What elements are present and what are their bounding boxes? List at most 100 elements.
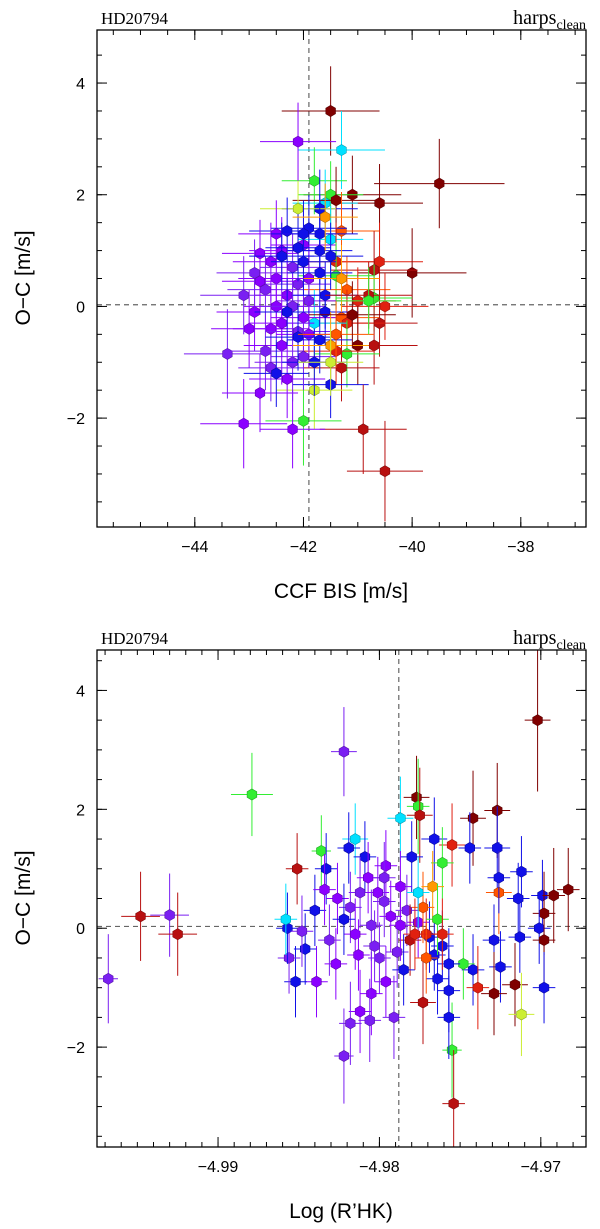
point-marker <box>369 339 380 352</box>
point-marker <box>354 886 366 899</box>
point-marker <box>238 289 249 302</box>
data-point <box>260 102 337 181</box>
data-point <box>372 842 396 914</box>
data-point <box>277 922 301 994</box>
point-marker <box>336 225 347 237</box>
data-point <box>150 873 189 957</box>
data-point <box>458 812 482 884</box>
point-marker <box>249 306 260 318</box>
point-marker <box>260 345 271 358</box>
point-marker <box>244 322 255 335</box>
point-marker <box>379 465 391 478</box>
data-point <box>311 815 332 887</box>
data-point <box>368 922 391 994</box>
point-marker <box>309 174 320 187</box>
data-point <box>426 883 449 955</box>
point-marker <box>287 261 298 274</box>
point-marker <box>320 211 331 224</box>
point-marker <box>446 839 458 851</box>
point-marker <box>292 135 304 148</box>
point-marker <box>488 987 500 1000</box>
point-marker <box>374 197 385 210</box>
point-marker <box>437 856 448 869</box>
data-point <box>308 281 396 349</box>
data-point <box>431 898 454 970</box>
data-point <box>437 928 461 1000</box>
point-marker <box>254 387 266 399</box>
data-point <box>336 222 423 301</box>
point-marker <box>374 951 385 964</box>
point-marker <box>495 960 506 973</box>
star-label: HD20794 <box>101 9 169 28</box>
point-marker <box>513 892 524 905</box>
x-tick-label: −4.98 <box>359 1159 400 1176</box>
point-marker <box>414 809 425 822</box>
point-marker <box>372 886 383 899</box>
point-marker <box>276 250 287 263</box>
data-point <box>524 650 551 792</box>
point-marker <box>246 788 258 801</box>
point-marker <box>363 294 374 307</box>
point-marker <box>538 981 550 994</box>
point-marker <box>514 931 525 944</box>
data-point <box>221 353 299 433</box>
data-point <box>319 384 407 474</box>
data-point <box>414 922 438 994</box>
point-marker <box>467 963 479 976</box>
data-point <box>356 842 380 914</box>
instrument-label: harpsclean <box>513 7 586 33</box>
point-marker <box>401 904 412 917</box>
point-marker <box>330 328 342 341</box>
point-marker <box>350 928 361 941</box>
data-point <box>216 239 293 307</box>
data-point <box>489 931 512 1003</box>
data-point <box>556 847 580 932</box>
point-marker <box>421 951 432 964</box>
data-point <box>358 978 382 1062</box>
point-marker <box>103 972 114 985</box>
data-point <box>331 707 357 797</box>
point-marker <box>336 361 347 374</box>
data-point <box>400 821 423 893</box>
data-point <box>481 952 507 1036</box>
data-point <box>200 256 288 335</box>
data-point <box>382 975 406 1060</box>
data-point <box>305 946 328 1018</box>
data-point <box>260 390 326 469</box>
point-marker <box>276 317 287 330</box>
data-point <box>292 183 358 251</box>
x-axis-title: CCF BIS [m/s] <box>274 580 408 603</box>
data-point <box>298 300 375 368</box>
point-marker <box>292 241 304 254</box>
data-point <box>466 946 490 1030</box>
y-tick-label: 2 <box>76 188 85 205</box>
x-axis-title: Log (R’HK) <box>289 1200 393 1223</box>
data-point <box>374 138 505 229</box>
data-point <box>339 981 362 1065</box>
data-point <box>508 901 532 973</box>
data-point <box>290 895 314 967</box>
data-point <box>158 892 198 976</box>
point-marker <box>298 311 309 324</box>
point-marker <box>359 850 371 863</box>
point-marker <box>350 833 361 846</box>
point-marker <box>532 714 543 727</box>
point-marker <box>314 333 325 346</box>
point-marker <box>379 300 391 313</box>
data-point <box>442 1050 465 1147</box>
point-marker <box>395 880 406 893</box>
data-point <box>230 752 273 837</box>
point-marker <box>492 842 503 854</box>
data-point <box>332 883 356 955</box>
point-marker <box>563 883 574 896</box>
point-marker <box>292 202 304 215</box>
data-point <box>303 874 327 947</box>
point-marker <box>417 996 429 1009</box>
point-marker <box>516 865 527 878</box>
point-marker <box>369 940 380 953</box>
point-marker <box>407 266 418 279</box>
point-marker <box>238 417 249 430</box>
data-point <box>227 312 304 391</box>
data-point <box>298 110 385 190</box>
